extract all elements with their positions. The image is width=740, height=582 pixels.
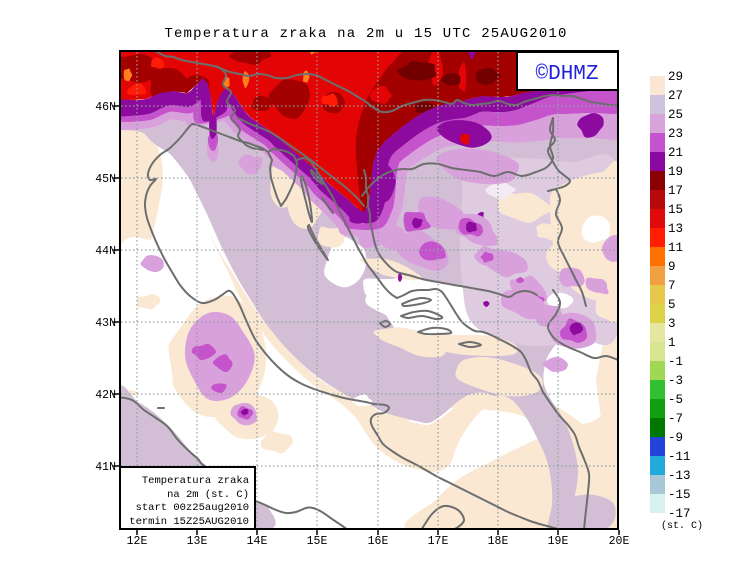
svg-text:14E: 14E xyxy=(247,535,268,548)
svg-text:13E: 13E xyxy=(187,535,208,548)
svg-text:start 00z25aug2010: start 00z25aug2010 xyxy=(136,502,249,514)
svg-text:41N: 41N xyxy=(95,461,116,474)
svg-text:Temperatura zraka na 2m u 15 U: Temperatura zraka na 2m u 15 UTC 25AUG20… xyxy=(164,26,567,42)
svg-text:-17: -17 xyxy=(668,507,691,521)
svg-text:19E: 19E xyxy=(548,535,569,548)
svg-text:20E: 20E xyxy=(609,535,630,548)
svg-text:Temperatura zraka: Temperatura zraka xyxy=(142,475,249,487)
svg-text:-5: -5 xyxy=(668,393,683,407)
svg-text:21: 21 xyxy=(668,146,683,160)
svg-text:1: 1 xyxy=(668,336,676,350)
svg-text:15E: 15E xyxy=(307,535,328,548)
svg-text:46N: 46N xyxy=(95,101,116,114)
svg-text:12E: 12E xyxy=(127,535,148,548)
svg-text:42N: 42N xyxy=(95,389,116,402)
svg-text:23: 23 xyxy=(668,127,683,141)
svg-text:16E: 16E xyxy=(368,535,389,548)
svg-text:15: 15 xyxy=(668,203,683,217)
svg-text:45N: 45N xyxy=(95,173,116,186)
svg-text:43N: 43N xyxy=(95,317,116,330)
svg-text:11: 11 xyxy=(668,241,683,255)
svg-text:9: 9 xyxy=(668,260,676,274)
svg-text:(st. C): (st. C) xyxy=(661,520,703,532)
svg-text:-15: -15 xyxy=(668,488,691,502)
svg-text:-13: -13 xyxy=(668,469,691,483)
svg-text:-3: -3 xyxy=(668,374,683,388)
svg-text:7: 7 xyxy=(668,279,676,293)
svg-text:©DHMZ: ©DHMZ xyxy=(535,63,598,86)
svg-text:25: 25 xyxy=(668,108,683,122)
svg-text:44N: 44N xyxy=(95,245,116,258)
svg-text:19: 19 xyxy=(668,165,683,179)
svg-text:17: 17 xyxy=(668,184,683,198)
svg-text:termin 15Z25AUG2010: termin 15Z25AUG2010 xyxy=(129,516,249,528)
svg-text:-1: -1 xyxy=(668,355,683,369)
svg-text:-7: -7 xyxy=(668,412,683,426)
svg-text:13: 13 xyxy=(668,222,683,236)
svg-text:-9: -9 xyxy=(668,431,683,445)
svg-text:17E: 17E xyxy=(428,535,449,548)
svg-text:29: 29 xyxy=(668,70,683,84)
svg-text:27: 27 xyxy=(668,89,683,103)
svg-text:-11: -11 xyxy=(668,450,691,464)
svg-text:5: 5 xyxy=(668,298,676,312)
svg-text:na 2m (st. C): na 2m (st. C) xyxy=(167,489,249,501)
svg-text:3: 3 xyxy=(668,317,676,331)
svg-text:18E: 18E xyxy=(488,535,509,548)
